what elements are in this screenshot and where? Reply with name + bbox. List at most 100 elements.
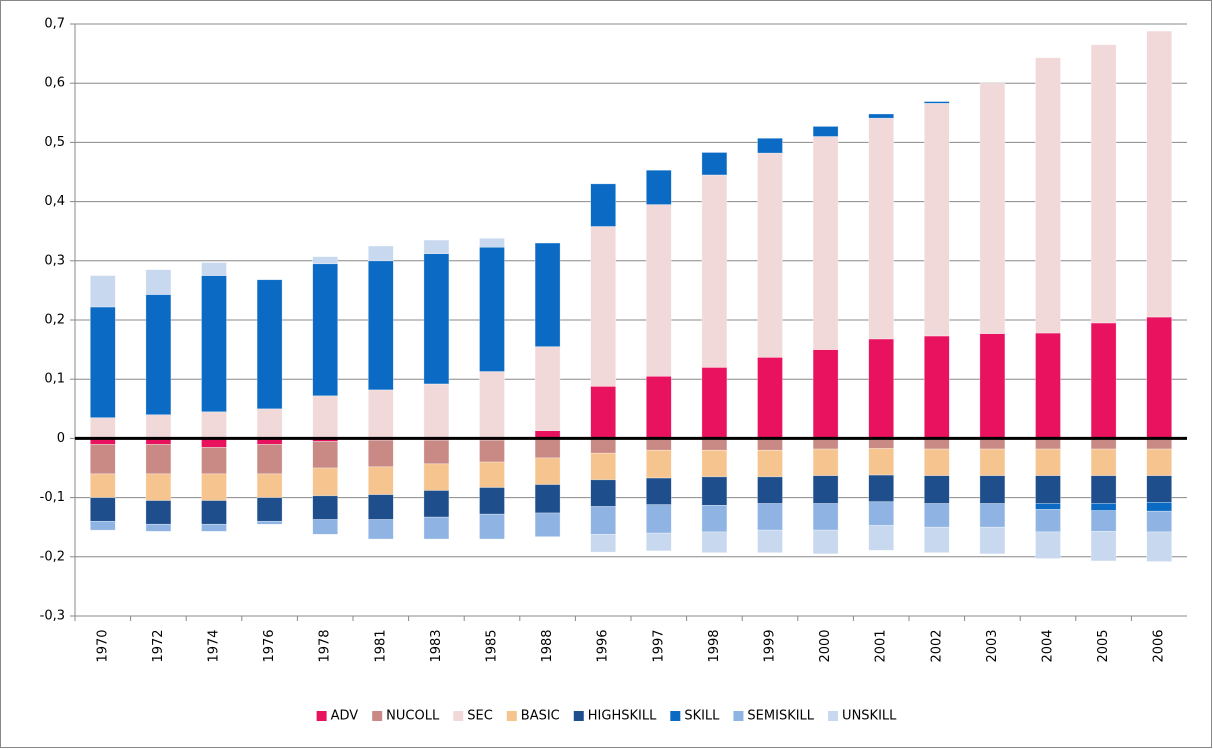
bar-segment: [1146, 30, 1172, 318]
bar-segment: [979, 448, 1006, 476]
bar-segment: [534, 242, 561, 347]
bar-segment: [701, 438, 728, 451]
bar-segment: [1090, 322, 1117, 439]
bar-segment: [201, 500, 227, 525]
bar-segment: [1146, 510, 1172, 533]
legend-label: SKILL: [684, 709, 720, 724]
bar-segment: [479, 238, 505, 248]
bar-segment: [312, 441, 339, 469]
bar-segment: [534, 457, 561, 485]
bar-segment: [256, 408, 283, 439]
bar-segment: [923, 438, 950, 450]
x-tick-label: 1996: [596, 629, 611, 662]
bar-segment: [367, 494, 394, 520]
bar-segment: [923, 475, 950, 504]
bar-segment: [812, 349, 839, 439]
bar-segment: [145, 269, 172, 295]
legend-swatch: [453, 711, 464, 721]
bar-segment: [757, 529, 783, 553]
bar-segment: [90, 497, 116, 522]
bar-segment: [1035, 332, 1061, 439]
bar-segment: [701, 504, 728, 533]
bar-segment: [923, 448, 950, 476]
bar-segment: [868, 525, 895, 551]
bar-segment: [90, 473, 116, 498]
bar-segment: [145, 473, 172, 501]
bar-segment: [757, 503, 783, 531]
y-tick-label: -0,1: [40, 490, 65, 505]
bar-segment: [701, 476, 728, 506]
bar-segment: [145, 414, 172, 439]
x-tick-label: 2004: [1041, 629, 1056, 662]
bar-segment: [1035, 448, 1061, 476]
x-tick-label: 1978: [318, 629, 333, 662]
bar-segment: [534, 484, 561, 514]
bar-segment: [201, 473, 227, 501]
bar-segment: [812, 503, 839, 531]
bar-segment: [256, 444, 283, 475]
bar-segment: [479, 439, 505, 463]
bar-segment: [201, 275, 227, 413]
bar-segment: [868, 474, 895, 503]
bar-segment: [367, 260, 394, 391]
x-tick-label: 1985: [485, 629, 500, 662]
bar-segment: [1035, 531, 1061, 559]
bar-segment: [479, 461, 505, 488]
bar-segment: [479, 371, 505, 439]
bar-segment: [145, 523, 172, 532]
bar-segment: [590, 479, 617, 507]
bar-segment: [1035, 503, 1061, 510]
bar-segment: [923, 103, 950, 337]
bar-segment: [701, 367, 728, 439]
y-tick-label: 0: [57, 431, 65, 446]
x-tick-label: 1988: [540, 629, 555, 662]
bar-segment: [90, 306, 116, 418]
bar-segment: [256, 473, 283, 498]
bar-segment: [812, 126, 839, 137]
bar-segment: [256, 520, 283, 525]
bar-segment: [868, 438, 895, 449]
bar-segment: [1146, 316, 1172, 439]
bar-segment: [645, 438, 672, 451]
bar-segment: [479, 246, 505, 372]
bar-segment: [757, 438, 783, 451]
x-tick-label: 2006: [1152, 629, 1167, 662]
y-tick-label: -0,2: [40, 549, 65, 564]
bar-segment: [590, 438, 617, 454]
legend-swatch: [316, 711, 327, 721]
x-tick-label: 1970: [95, 629, 110, 662]
x-tick-label: 1976: [262, 629, 277, 662]
bar-segment: [868, 448, 895, 476]
bar-segment: [590, 452, 617, 481]
bar-segment: [812, 136, 839, 350]
bar-segment: [145, 500, 172, 525]
bar-segment: [534, 512, 561, 537]
bar-segment: [1035, 57, 1061, 334]
bar-segment: [590, 506, 617, 535]
bar-segment: [923, 503, 950, 528]
bar-segment: [701, 449, 728, 478]
legend-label: ADV: [331, 709, 359, 724]
bar-segment: [757, 137, 783, 154]
x-tick-label: 2005: [1096, 629, 1111, 662]
x-tick-label: 1972: [151, 629, 166, 662]
x-tick-label: 2001: [874, 629, 889, 662]
bar-segment: [590, 226, 617, 387]
x-tick-label: 2000: [818, 629, 833, 662]
legend-label: NUCOLL: [386, 709, 440, 724]
bar-segment: [645, 532, 672, 552]
x-tick-label: 1998: [707, 629, 722, 662]
legend-swatch: [506, 711, 517, 721]
bar-segment: [1146, 531, 1172, 562]
bar-segment: [256, 279, 283, 410]
x-tick-label: 1981: [373, 629, 388, 662]
bar-segment: [1146, 475, 1172, 503]
bar-segment: [90, 444, 116, 475]
bar-segment: [534, 438, 561, 459]
y-tick-label: 0,7: [44, 17, 65, 32]
legend: ADV NUCOLL SEC BASIC HIGHSKILL SKILL SEMISKILL…: [316, 709, 897, 724]
y-tick-label: 0,6: [44, 76, 65, 91]
x-tick-label: 1999: [763, 629, 778, 662]
bar-segment: [701, 531, 728, 553]
